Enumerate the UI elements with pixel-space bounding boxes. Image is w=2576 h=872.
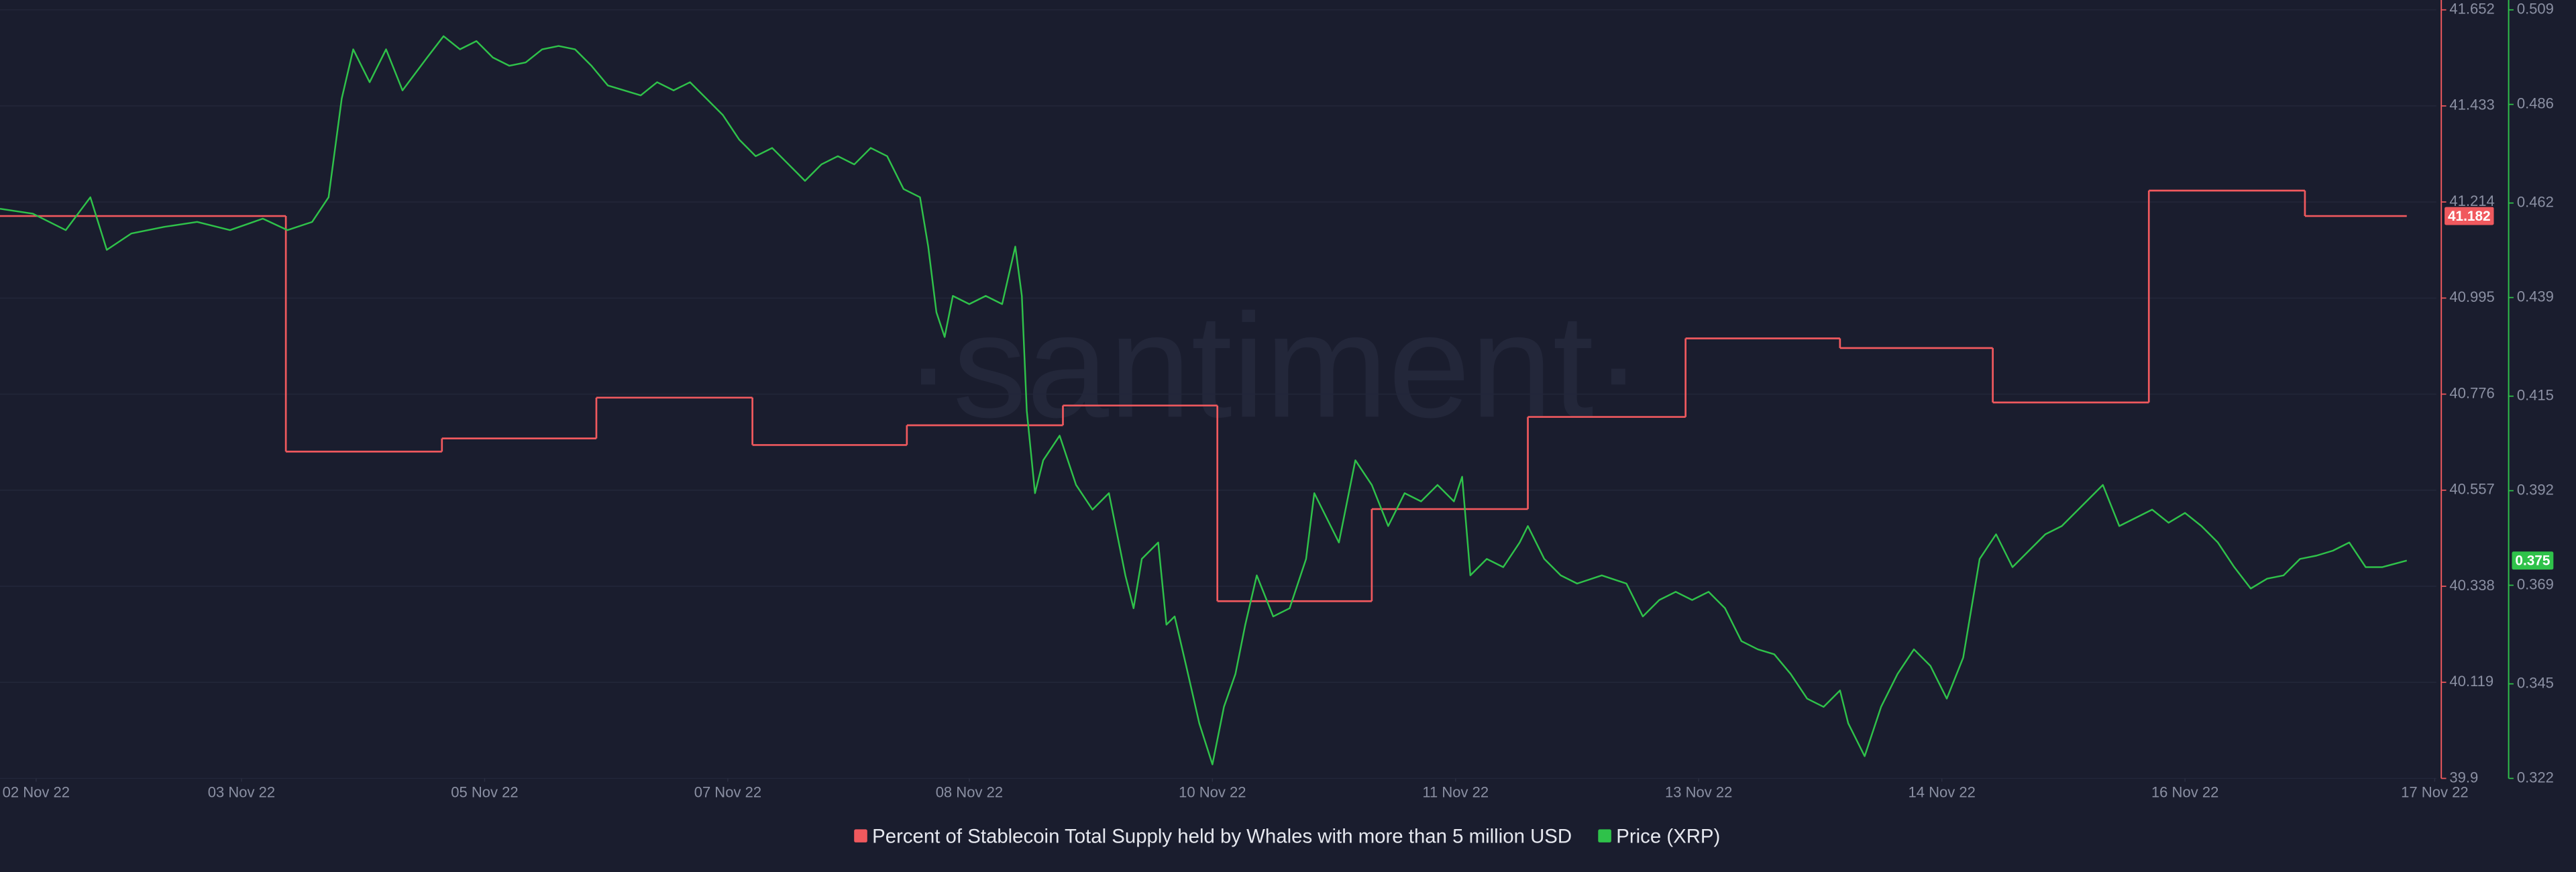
y2-tick-label: 0.392	[2517, 481, 2554, 498]
last-value-tag	[2445, 207, 2494, 225]
y2-tick-label: 0.345	[2517, 674, 2554, 691]
x-tick-label: 07 Nov 22	[694, 783, 761, 800]
x-tick-label: 14 Nov 22	[1908, 783, 1975, 800]
y2-tick-label: 0.462	[2517, 193, 2554, 210]
y-tick-label: 41.433	[2449, 97, 2494, 113]
x-tick-label: 03 Nov 22	[208, 783, 275, 800]
y2-tick-label: 0.439	[2517, 288, 2554, 305]
x-tick-label: 02 Nov 22	[3, 783, 70, 800]
legend-label: Percent of Stablecoin Total Supply held …	[872, 825, 1572, 847]
price-line	[0, 35, 2408, 765]
x-tick-label: 05 Nov 22	[451, 783, 518, 800]
y-tick-label: 40.995	[2449, 288, 2494, 305]
x-tick-label: 13 Nov 22	[1665, 783, 1732, 800]
y-tick-label: 41.652	[2449, 1, 2494, 17]
last-value-tag	[2512, 551, 2554, 570]
x-tick-label: 17 Nov 22	[2401, 783, 2468, 800]
y2-tick-label: 0.369	[2517, 576, 2554, 592]
legend-swatch	[854, 829, 867, 842]
y-tick-label: 40.119	[2449, 673, 2493, 690]
legend-swatch	[1598, 829, 1611, 842]
y-tick-label: 40.776	[2449, 384, 2494, 401]
y-tick-label: 39.9	[2449, 769, 2478, 785]
y2-tick-label: 0.322	[2517, 769, 2554, 785]
y2-tick-label: 0.415	[2517, 386, 2554, 403]
y-tick-label: 40.557	[2449, 481, 2494, 498]
watermark: ·santiment·	[904, 283, 1643, 448]
legend-label: Price (XRP)	[1616, 825, 1720, 847]
x-tick-label: 10 Nov 22	[1179, 783, 1246, 800]
last-value-label: 0.375	[2515, 553, 2550, 568]
last-value-label: 41.182	[2448, 209, 2491, 224]
x-tick-label: 16 Nov 22	[2151, 783, 2218, 800]
x-tick-label: 08 Nov 22	[936, 783, 1003, 800]
y-tick-label: 41.214	[2449, 193, 2494, 209]
y2-tick-label: 0.509	[2517, 1, 2554, 17]
x-tick-label: 11 Nov 22	[1422, 783, 1489, 800]
y-tick-label: 40.338	[2449, 577, 2494, 594]
y2-tick-label: 0.486	[2517, 95, 2554, 111]
